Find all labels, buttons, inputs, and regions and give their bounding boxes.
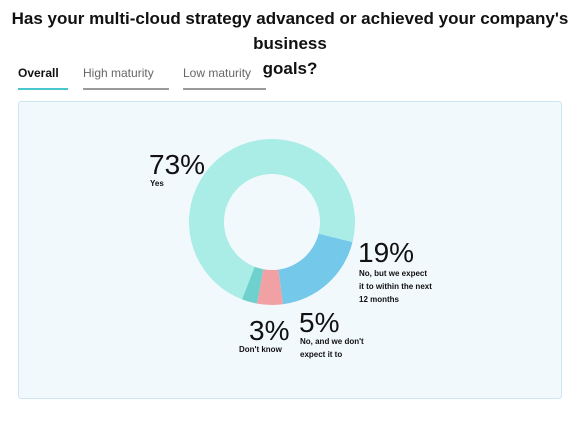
slice-label-no-but-expect-line-1: No, but we expect	[359, 269, 427, 278]
donut-chart: 73% Yes 19% No, but we expect it to with…	[149, 139, 432, 359]
slice-yes	[188, 139, 355, 300]
slice-no-but-expect	[278, 233, 353, 305]
slice-label-no-but-expect-line-3: 12 months	[359, 295, 400, 304]
slice-label-no-dont-expect-line-2: expect it to	[300, 350, 342, 359]
tab-low-maturity[interactable]: Low maturity	[183, 66, 266, 90]
slice-no-dont-expect	[257, 269, 283, 305]
chart-panel: 73% Yes 19% No, but we expect it to with…	[18, 101, 562, 399]
question-title: Has your multi-cloud strategy advanced o…	[0, 6, 580, 81]
value-label-yes: 73%	[149, 149, 205, 180]
value-label-no-but-expect: 19%	[358, 237, 414, 268]
slice-dont-know	[241, 266, 264, 304]
slice-label-no-dont-expect-line-1: No, and we don't	[300, 337, 364, 346]
question-line-2: goals?	[262, 59, 318, 78]
value-label-no-dont-expect: 5%	[299, 307, 339, 338]
tab-high-maturity[interactable]: High maturity	[83, 66, 169, 90]
slice-label-no-but-expect-line-2: it to within the next	[359, 282, 432, 291]
slice-label-dont-know: Don't know	[239, 345, 283, 354]
donut-slices	[188, 139, 355, 305]
question-line-1: Has your multi-cloud strategy advanced o…	[11, 9, 569, 53]
slice-label-yes: Yes	[150, 179, 164, 188]
tab-overall[interactable]: Overall	[18, 66, 68, 90]
value-label-dont-know: 3%	[249, 315, 289, 346]
